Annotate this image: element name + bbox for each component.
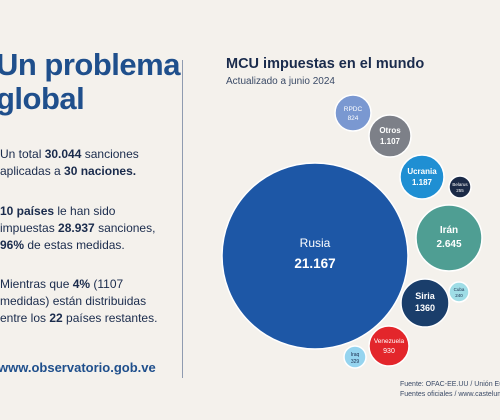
bubble-rpdc: RPDC 824 [334,94,372,132]
source-note: Fuente: OFAC-EE.UU / Unión Europea Fuent… [400,380,500,400]
p3-text: Mientras que [0,277,73,291]
p1-total-value: 30.044 [44,147,82,161]
p2-sanctions-value: 28.937 [58,221,95,235]
paragraph-total-sanctions: Un total 30.044 sanciones aplicadas a 30… [0,146,139,180]
bubble-circle-venezuela [368,325,410,367]
bubble-circle-cuba [448,281,470,303]
p1-text: sanciones [81,147,139,161]
headline: Un problema global [0,48,180,116]
p2-percent-value: 96% [0,238,25,252]
bubble-label-iran: Irán [440,225,458,236]
chart-subtitle: Actualizado a junio 2024 [226,76,335,87]
p2-text: sanciones, [94,221,156,235]
chart-title: MCU impuestas en el mundo [226,56,425,72]
bubble-circle-iraq [343,345,367,369]
p1-text: Un total [0,147,45,161]
paragraph-top-countries: 10 países le han sido impuestas 28.937 s… [0,203,155,254]
p1-text: aplicadas a [0,164,65,178]
bubble-label-ucrania: Ucrania [407,167,437,176]
bubble-value-otros: 1.107 [380,137,401,146]
bubble-label-otros: Otros [379,126,401,135]
bubble-otros: Otros 1.107 [368,114,412,158]
bubble-label-belarus: Belarus [452,182,468,187]
p3-text: entre los [0,311,50,325]
p1-nations-value: 30 naciones. [64,164,137,178]
bubble-circle-belarus [448,175,472,199]
bubble-value-iran: 2.645 [436,239,461,250]
bubble-value-cuba: 240 [455,293,463,298]
bubble-value-rpdc: 824 [348,115,359,122]
bubble-circle-rpdc [334,94,372,132]
bubble-label-rpdc: RPDC [344,106,363,113]
p3-text: medidas) están distribuidas [0,294,147,308]
headline-line-2: global [0,81,85,116]
p3-text: países restantes. [62,311,158,325]
bubble-circle-ucrania [399,154,445,200]
p3-text: (1107 [90,277,124,291]
bubble-label-siria: Siria [415,291,436,301]
bubble-value-rusia: 21.167 [294,256,335,271]
bubble-circle-iran [415,204,483,272]
bubble-rusia: Rusia 21.167 [221,162,409,350]
source-line-2: Fuentes oficiales / www.castelum.ai [400,391,500,398]
bubble-label-venezuela: Venezuela [374,338,405,345]
bubble-value-iraq: 329 [351,359,360,365]
divider [182,60,183,378]
p2-text: de estas medidas. [24,238,125,252]
bubble-value-siria: 1360 [415,303,435,313]
bubble-label-rusia: Rusia [300,236,331,250]
bubble-value-venezuela: 930 [383,348,395,355]
bubble-label-cuba: Cuba [454,287,465,292]
bubble-iran: Irán 2.645 [415,204,483,272]
bubble-label-iraq: Iraq [351,352,360,358]
bubble-ucrania: Ucrania 1.187 [399,154,445,200]
bubble-circle-rusia [221,162,409,350]
paragraph-remaining-countries: Mientras que 4% (1107 medidas) están dis… [0,276,157,327]
source-line-1: Fuente: OFAC-EE.UU / Unión Europea [400,381,500,388]
bubble-value-belarus: 255 [456,188,464,193]
p3-countries-value: 22 [49,311,63,325]
p3-percent-value: 4% [72,277,91,291]
bubble-siria: Siria 1360 [400,278,450,328]
bubble-venezuela: Venezuela 930 [368,325,410,367]
p2-text: impuestas [0,221,59,235]
left-panel: Un problema global Un total 30.044 sanci… [0,0,182,420]
bubble-circle-siria [400,278,450,328]
bubble-circle-otros [368,114,412,158]
bubble-value-ucrania: 1.187 [412,178,433,187]
website-link[interactable]: www.observatorio.gob.ve [0,360,156,375]
headline-line-1: Un problema [0,47,180,82]
p2-text: le han sido [54,204,116,218]
p2-countries-value: 10 países [0,204,55,218]
